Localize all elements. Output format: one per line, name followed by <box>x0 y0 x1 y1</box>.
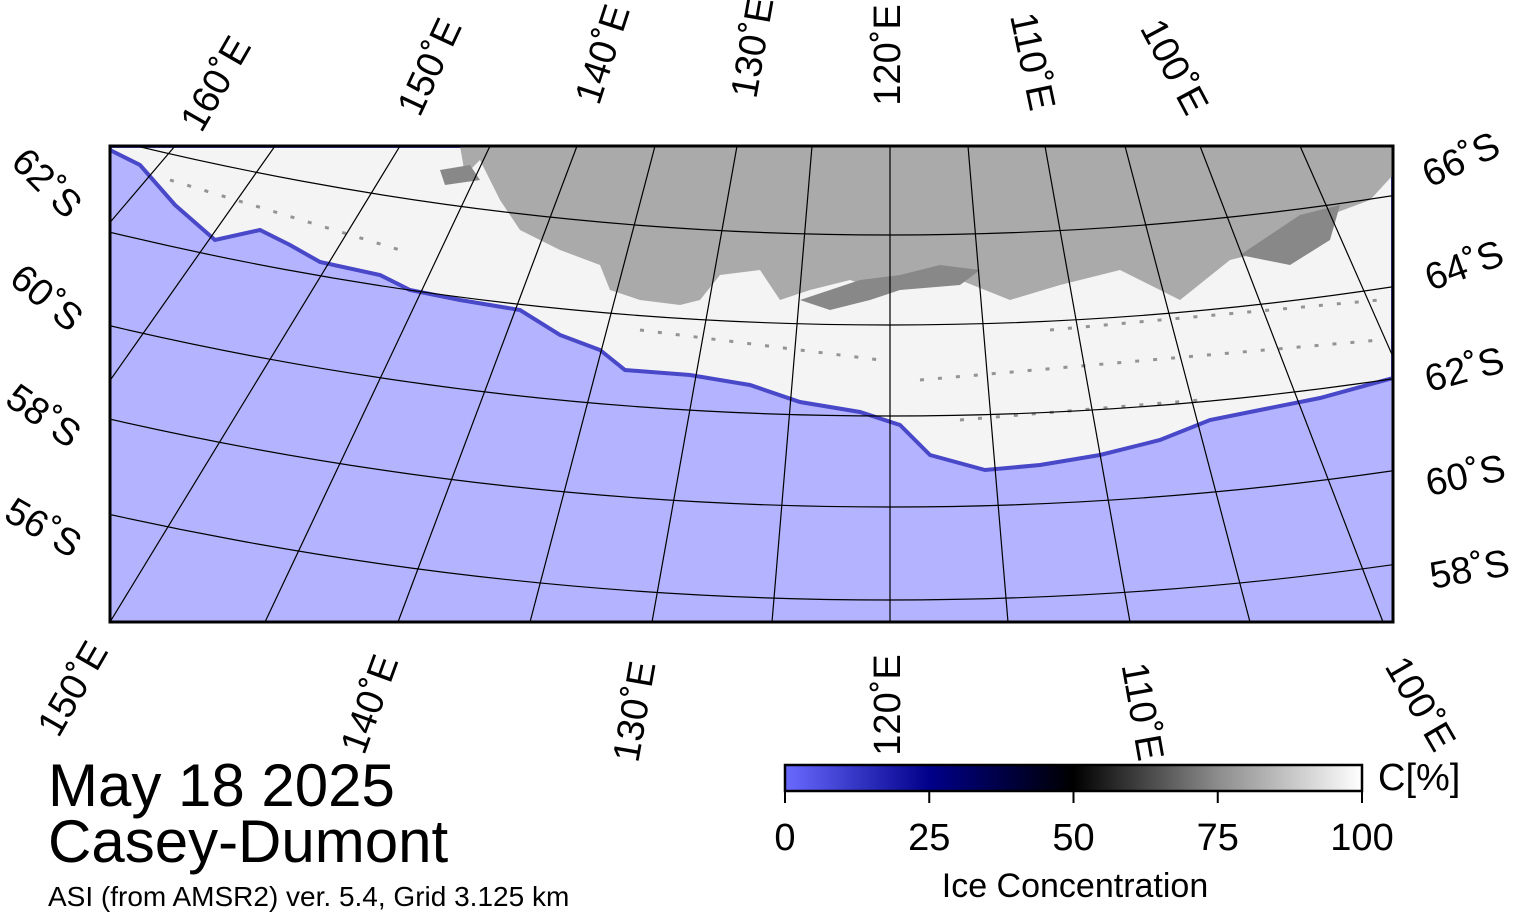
coordinate-label: 64˚S <box>1419 233 1509 300</box>
land <box>460 146 1393 305</box>
coordinate-label: 160˚E <box>173 30 260 139</box>
meridian <box>1124 146 1251 622</box>
region: Casey-Dumont <box>48 808 448 875</box>
colorbar-label: Ice Concentration <box>942 867 1209 905</box>
coordinate-label: 100˚E <box>1131 12 1216 121</box>
source: ASI (from AMSR2) ver. 5.4, Grid 3.125 km <box>48 881 569 912</box>
meridian <box>110 146 401 622</box>
map-frame <box>108 144 1395 624</box>
coordinate-label: 140˚E <box>333 649 407 759</box>
meridian <box>397 146 578 622</box>
meridian <box>529 146 656 622</box>
meridian <box>1299 146 1393 359</box>
coordinate-label: 130˚E <box>606 658 665 765</box>
meridian <box>771 146 813 622</box>
colorbar-tick-label: 75 <box>1197 817 1239 859</box>
coordinate-label: 150˚E <box>30 635 117 744</box>
map-area <box>110 146 1393 622</box>
coordinate-label: 58˚S <box>1426 542 1512 597</box>
coordinate-label: 100˚E <box>1376 650 1463 759</box>
coordinate-label: 62˚S <box>3 140 89 226</box>
meridian <box>651 146 738 622</box>
coordinate-label: 140˚E <box>567 0 638 109</box>
graticule <box>110 146 1393 622</box>
coordinate-label: 66˚S <box>1416 124 1507 196</box>
colorbar-tick-label: 25 <box>908 817 950 859</box>
coordinate-label: 120˚E <box>867 4 909 105</box>
coordinate-label: 110˚E <box>1001 9 1063 114</box>
coordinate-label: 62˚S <box>1420 339 1508 400</box>
date: May 18 2025 <box>48 752 395 819</box>
meridian <box>1044 146 1131 622</box>
coordinate-label: 60˚S <box>1422 447 1509 505</box>
coordinate-label: 58˚S <box>0 376 88 456</box>
meridian <box>1199 146 1384 622</box>
coordinate-label: 120˚E <box>867 654 909 755</box>
meridian <box>264 146 491 622</box>
meridian <box>967 146 1009 622</box>
colorbar-unit: C[%] <box>1378 757 1460 799</box>
coordinate-label: 130˚E <box>724 0 783 101</box>
colorbar <box>783 763 1364 793</box>
colorbar-tick-label: 100 <box>1330 817 1393 859</box>
coordinate-label: 150˚E <box>390 12 471 122</box>
colorbar-tick-label: 50 <box>1052 817 1094 859</box>
colorbar-tick-label: 0 <box>774 817 795 859</box>
coordinate-label: 60˚S <box>2 257 90 341</box>
coordinate-label: 56˚S <box>0 490 88 567</box>
meridian <box>110 146 276 382</box>
coordinate-label: 110˚E <box>1113 659 1171 763</box>
